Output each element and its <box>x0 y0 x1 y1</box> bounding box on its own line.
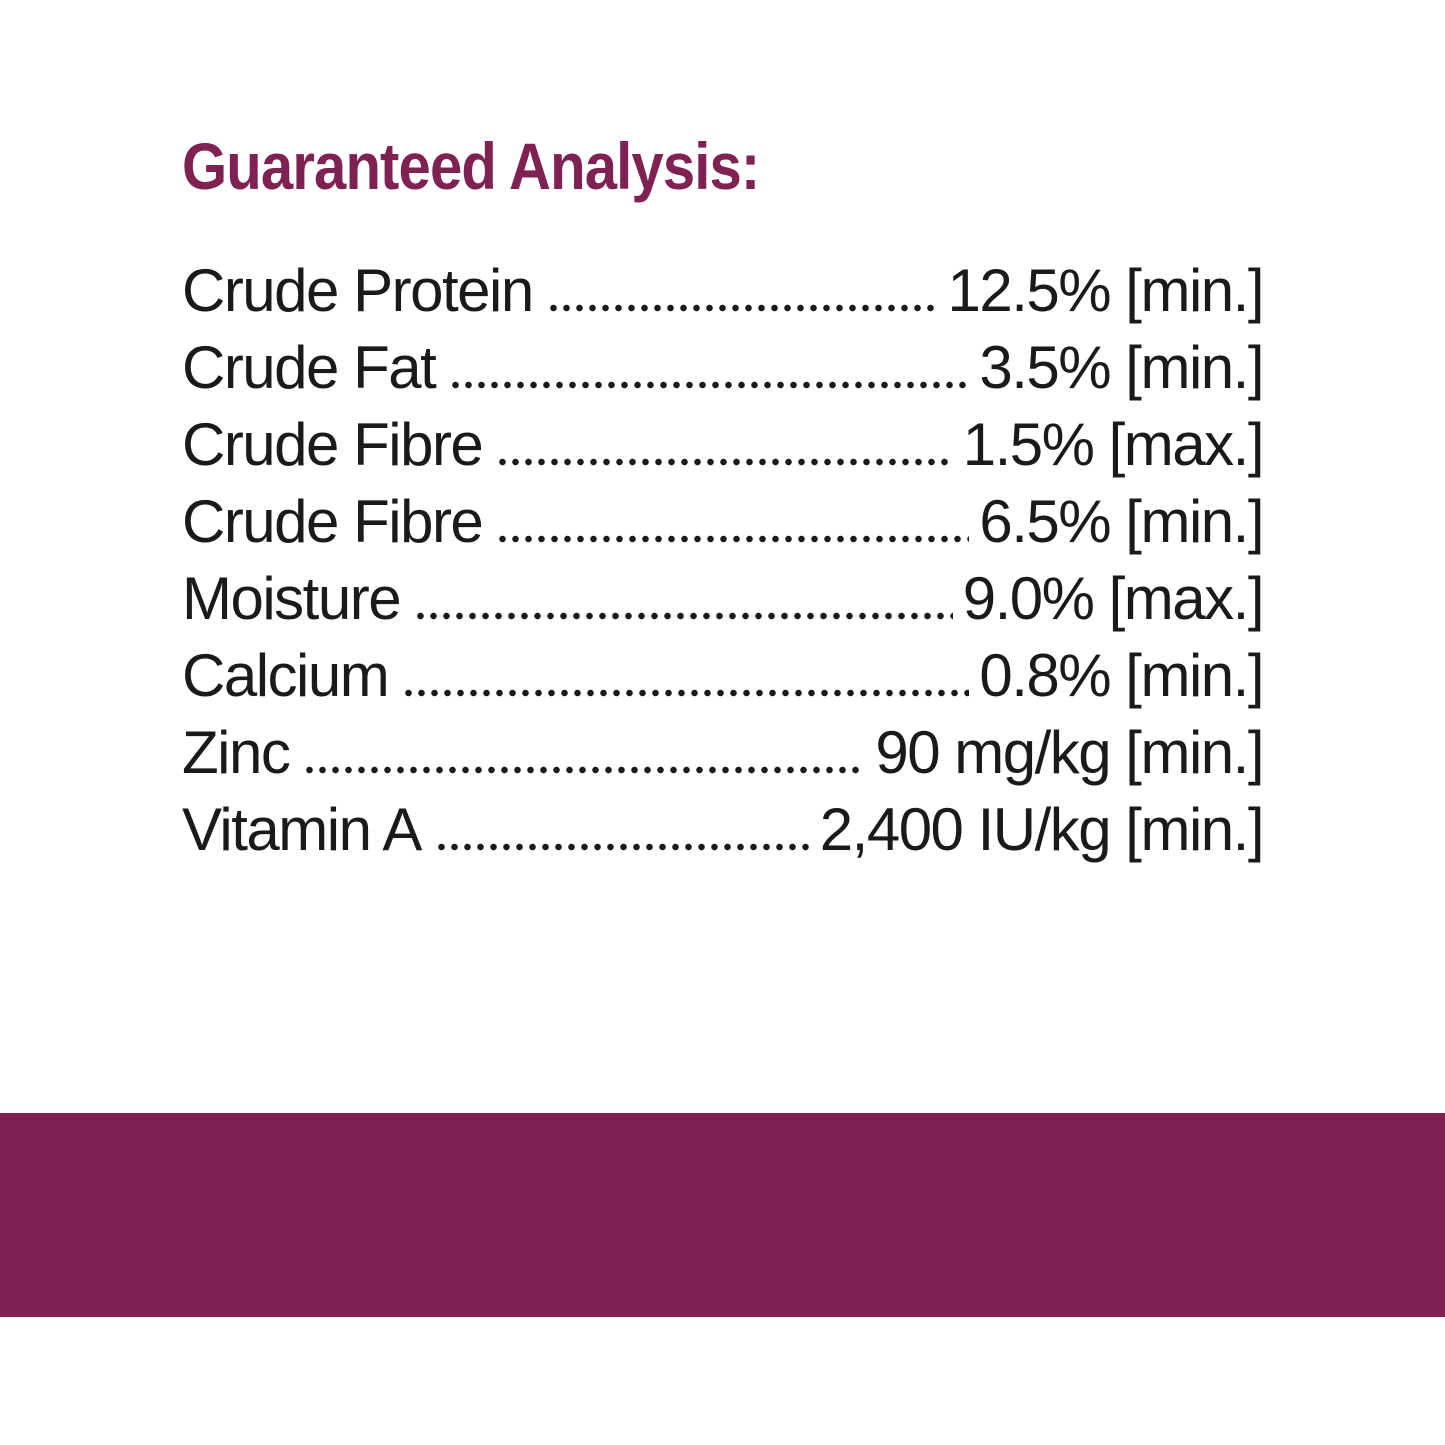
analysis-row: Vitamin A 2,400 IU/kg [min.] <box>182 783 1265 863</box>
nutrient-value: 1.5% [max.] <box>962 411 1265 478</box>
analysis-row: Calcium 0.8% [min.] <box>182 629 1264 709</box>
analysis-list: Crude Protein 12.5% [min.] Crude Fat 3.5% [… <box>182 244 1265 863</box>
nutrient-value: 6.5% [min.] <box>979 488 1264 555</box>
analysis-row: Crude Fibre 1.5% [max.] <box>182 398 1265 478</box>
analysis-row: Zinc 90 mg/kg [min.] <box>182 706 1264 786</box>
nutrient-name: Zinc <box>182 719 291 786</box>
nutrient-value: 2,400 IU/kg [min.] <box>819 796 1265 863</box>
nutrient-name: Crude Fibre <box>182 488 484 555</box>
nutrient-name: Vitamin A <box>182 796 422 863</box>
analysis-row: Crude Protein 12.5% [min.] <box>182 244 1265 324</box>
nutrient-name: Crude Fat <box>182 334 437 401</box>
analysis-row: Crude Fibre 6.5% [min.] <box>182 475 1264 555</box>
leader-dots <box>496 534 970 544</box>
leader-dots <box>414 611 953 621</box>
nutrient-name: Calcium <box>182 642 390 709</box>
nutrient-value: 0.8% [min.] <box>979 642 1264 709</box>
nutrient-name: Crude Fibre <box>182 411 484 478</box>
leader-dots <box>303 765 866 775</box>
nutrient-value: 90 mg/kg [min.] <box>875 719 1264 786</box>
leader-dots <box>449 380 970 390</box>
color-band <box>0 1113 1445 1317</box>
leader-dots <box>402 688 970 698</box>
leader-dots <box>434 842 810 852</box>
title: Guaranteed Analysis: <box>182 129 760 203</box>
nutrient-value: 3.5% [min.] <box>979 334 1264 401</box>
analysis-row: Moisture 9.0% [max.] <box>182 552 1265 632</box>
nutrient-name: Moisture <box>182 565 402 632</box>
analysis-row: Crude Fat 3.5% [min.] <box>182 321 1264 401</box>
leader-dots <box>496 457 953 467</box>
nutrient-name: Crude Protein <box>182 257 534 324</box>
nutrient-value: 9.0% [max.] <box>962 565 1265 632</box>
leader-dots <box>546 303 938 313</box>
nutrient-value: 12.5% [min.] <box>947 257 1265 324</box>
